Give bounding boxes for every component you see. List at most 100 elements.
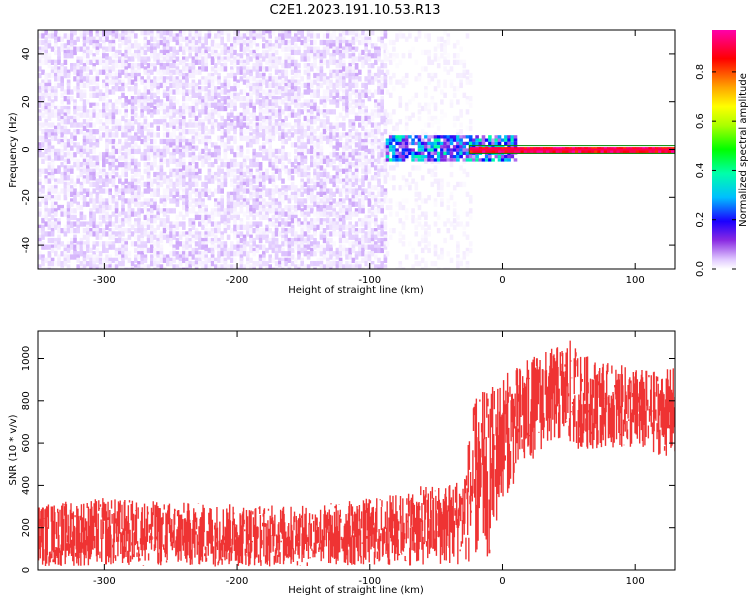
spectrogram-cell — [108, 89, 112, 95]
spectrogram-cell — [361, 109, 365, 115]
spectrogram-cell — [54, 49, 58, 56]
spectrogram-cell — [178, 109, 183, 115]
spectrogram-cell — [172, 79, 176, 85]
spectrogram-cell — [364, 221, 368, 227]
spectrogram-cell — [54, 129, 58, 135]
spectrogram-cell — [114, 165, 119, 171]
spectrogram-cell — [377, 198, 381, 204]
spectrogram-cell — [303, 244, 308, 250]
spectrogram-cell — [294, 211, 298, 217]
spectrogram-cell — [370, 132, 375, 138]
spectrogram-cell — [82, 105, 87, 112]
spectrogram-cell — [332, 261, 336, 267]
spectrogram-cell — [255, 89, 260, 95]
spectrogram-cell — [54, 109, 58, 115]
spectrogram-cell — [178, 43, 183, 49]
spectrogram-cell — [370, 142, 375, 148]
spectrogram-cell — [310, 145, 314, 151]
spectrogram-cell — [354, 158, 359, 164]
spectrogram-cell — [105, 46, 109, 52]
spectrogram-cell — [329, 59, 333, 65]
spectrogram-cell — [54, 155, 58, 161]
spectrogram-cell — [310, 195, 314, 201]
spectrogram-cell — [63, 129, 68, 135]
spectrogram-cell — [246, 168, 250, 174]
spectrogram-cell — [335, 221, 340, 227]
spectrogram-cell — [380, 135, 384, 141]
spectrogram-cell — [207, 218, 212, 224]
spectrogram-cell — [338, 30, 343, 36]
spectrogram-cell — [150, 224, 154, 230]
spectrogram-cell — [326, 79, 330, 85]
spectrogram-cell — [89, 198, 93, 204]
spectrogram-cell — [140, 129, 144, 135]
spectrogram-cell — [236, 30, 240, 36]
spectrogram-cell — [44, 148, 48, 155]
spectrogram-cell — [380, 224, 384, 230]
spectrogram-cell — [217, 122, 221, 128]
spectrogram-cell — [105, 181, 109, 188]
spectrogram-cell — [130, 208, 135, 214]
spectrogram-cell — [332, 145, 336, 151]
spectrogram-cell — [178, 178, 183, 184]
spectrogram-cell — [329, 251, 333, 257]
spectrogram-cell — [242, 188, 247, 194]
spectrogram-cell — [274, 201, 279, 207]
spectrogram-cell — [258, 72, 263, 79]
spectrogram-cell — [70, 237, 74, 244]
spectrogram-cell — [278, 244, 282, 250]
spectrogram-cell — [182, 158, 186, 164]
spectrogram-cell — [66, 254, 71, 260]
spectrogram-cell — [239, 59, 244, 65]
spectrogram-cell — [335, 165, 340, 171]
spectrogram-cell — [44, 257, 48, 263]
spectrogram-cell — [188, 109, 192, 115]
spectrogram-cell — [226, 102, 231, 108]
spectrogram-cell — [162, 211, 167, 217]
spectrogram-cell — [38, 145, 42, 151]
spectrogram-cell — [159, 234, 164, 240]
spectrogram-cell — [329, 221, 333, 227]
spectrogram-cell — [258, 237, 263, 244]
spectrogram-cell — [322, 135, 327, 141]
spectrogram-cell — [335, 43, 340, 49]
spectrogram-cell — [220, 247, 224, 254]
spectrogram-cell — [188, 66, 192, 72]
spectrogram-cell — [226, 115, 231, 122]
spectrogram-cell — [214, 152, 218, 158]
spectrogram-cell — [313, 181, 317, 188]
spectrogram-cell — [310, 66, 314, 72]
spectrogram-cell — [367, 69, 372, 75]
spectrogram-cell — [226, 89, 231, 95]
spectrogram-cell — [210, 96, 215, 102]
spectrogram-cell — [354, 211, 359, 217]
spectrogram-cell — [38, 122, 42, 128]
spectrogram-cell — [300, 185, 304, 191]
spectrogram-cell — [79, 185, 84, 191]
spectrogram-cell — [364, 231, 368, 237]
spectrogram-cell — [98, 92, 103, 98]
spectrogram-cell — [114, 251, 119, 257]
spectrogram-cell — [217, 185, 221, 191]
spectrogram-cell — [214, 171, 218, 178]
spectrogram-cell — [239, 145, 244, 151]
spectrogram-cell — [127, 39, 132, 46]
spectrogram-cell — [198, 92, 202, 98]
spectrogram-cell — [294, 59, 298, 65]
spectrogram-cell — [377, 145, 381, 151]
spectrogram-cell — [63, 171, 68, 178]
spectrogram-cell — [268, 254, 272, 260]
spectrogram-cell — [383, 234, 388, 240]
spectrogram-cell — [354, 175, 359, 181]
spectrogram-cell — [44, 72, 48, 79]
spectrogram-cell — [322, 72, 327, 79]
spectrogram-cell — [303, 53, 308, 59]
spectrogram-cell — [351, 148, 356, 155]
spectrogram-cell — [44, 53, 48, 59]
spectrogram-cell — [271, 89, 276, 95]
spectrogram-cell — [159, 115, 164, 122]
spectrogram-cell — [124, 49, 128, 56]
spectrogram-cell — [380, 218, 384, 224]
spectrogram-cell — [281, 228, 285, 234]
spectrogram-cell — [185, 231, 189, 237]
